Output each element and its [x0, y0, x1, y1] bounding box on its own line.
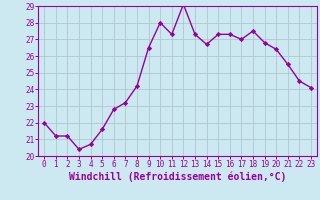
X-axis label: Windchill (Refroidissement éolien,°C): Windchill (Refroidissement éolien,°C) — [69, 172, 286, 182]
